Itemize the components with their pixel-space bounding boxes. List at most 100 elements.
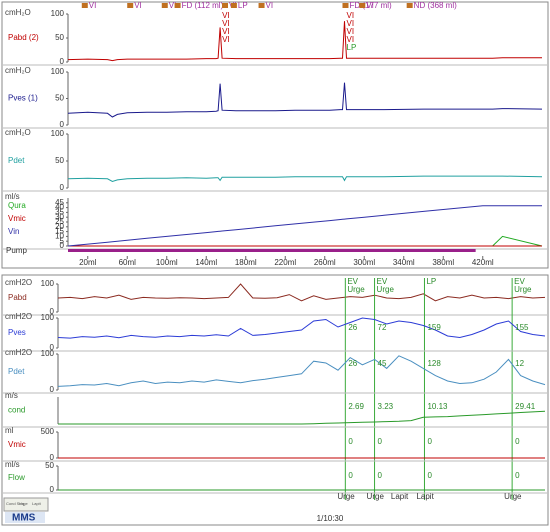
bottom-panel: [1, 274, 549, 526]
series-label: Pdet: [8, 156, 25, 165]
event-label: EV: [347, 277, 358, 286]
trace: [57, 317, 546, 339]
trace: [57, 283, 546, 302]
event-marker: [222, 3, 229, 8]
marker-label: Urge: [504, 492, 522, 501]
y-tick-label: 0: [50, 485, 55, 494]
trace-note: VI: [222, 35, 230, 44]
y-tick-label: 500: [41, 427, 55, 436]
y-tick-label: 0: [60, 57, 65, 66]
trace-note: VI: [222, 27, 230, 36]
value-annotation: 72: [378, 323, 387, 332]
event-label: EV: [514, 277, 525, 286]
trace-note: VI: [222, 11, 230, 20]
value-annotation: 2.69: [348, 402, 364, 411]
value-annotation: 10.13: [427, 402, 448, 411]
event-label: ND (368 ml): [414, 1, 457, 10]
trace: [67, 175, 543, 183]
y-tick-label: 100: [41, 313, 55, 322]
x-tick-label: 300ml: [353, 258, 375, 267]
event-label: VI: [134, 1, 142, 10]
y-tick-label: 100: [41, 349, 55, 358]
event-marker: [174, 3, 181, 8]
event-marker: [258, 3, 265, 8]
series-label: Pdet: [8, 367, 25, 376]
value-annotation: 0: [515, 471, 520, 480]
trace-note: VI: [347, 19, 355, 28]
y-tick-label: 0: [50, 385, 55, 394]
y-tick-label: 10: [55, 232, 64, 241]
legend-box: [3, 497, 49, 512]
value-annotation: 26: [348, 359, 357, 368]
y-tick-label: 0: [50, 307, 55, 316]
event-label: LP: [238, 1, 248, 10]
trace-note: VI: [347, 11, 355, 20]
value-annotation: 12: [515, 359, 524, 368]
value-annotation: 0: [427, 471, 432, 480]
top-panel: [1, 1, 549, 269]
x-tick-label: 220ml: [274, 258, 296, 267]
trace: [67, 21, 542, 62]
x-tick-label: 20ml: [79, 258, 97, 267]
event-marker: [161, 3, 168, 8]
y-tick-label: 100: [41, 279, 55, 288]
y-tick-label: 0: [60, 183, 65, 192]
event-marker: [230, 3, 237, 8]
event-label: Urge: [377, 285, 395, 294]
trace-note: VI: [347, 27, 355, 36]
value-annotation: 0: [348, 471, 353, 480]
y-tick-label: 25: [55, 217, 64, 226]
y-tick-label: 100: [51, 67, 65, 76]
value-annotation: 0: [427, 437, 432, 446]
series-label: Vin: [8, 227, 19, 236]
y-tick-label: 5: [60, 236, 65, 245]
y-tick-label: 0: [50, 453, 55, 462]
legend-item: Urge: [19, 501, 28, 506]
value-annotation: 26: [348, 323, 357, 332]
pump-label: Pump: [6, 246, 27, 255]
event-marker: [359, 3, 366, 8]
unit-label: cmH₂O: [5, 8, 31, 17]
trace: [67, 82, 543, 118]
y-tick-label: 0: [60, 120, 65, 129]
y-tick-label: 100: [51, 129, 65, 138]
unit-label: cmH2O: [5, 278, 32, 287]
unit-label: cmH₂O: [5, 66, 31, 75]
y-tick-label: 50: [55, 156, 64, 165]
trace-note: VI: [347, 35, 355, 44]
trace-note: LP: [347, 43, 357, 52]
trace: [57, 355, 546, 387]
series-label: Pabd (2): [8, 33, 39, 42]
value-annotation: 0: [348, 437, 353, 446]
unit-label: ml: [5, 426, 14, 435]
value-annotation: 155: [515, 323, 529, 332]
x-tick-label: 260ml: [314, 258, 336, 267]
series-label: Vmic: [8, 440, 26, 449]
event-label: FD (177 ml): [349, 1, 392, 10]
logo-box: [5, 512, 45, 523]
value-annotation: 29.41: [515, 402, 536, 411]
x-tick-label: 180ml: [235, 258, 257, 267]
y-tick-label: 50: [55, 94, 64, 103]
marker-label: Lapit: [391, 492, 409, 501]
value-annotation: 0: [515, 437, 520, 446]
series-label: Vmic: [8, 214, 26, 223]
x-tick-label: 380ml: [432, 258, 454, 267]
y-tick-label: 35: [55, 208, 64, 217]
series-label: cond: [8, 406, 25, 415]
trace: [58, 410, 546, 425]
trace-note: VI: [222, 19, 230, 28]
y-tick-label: 50: [55, 33, 64, 42]
y-tick-label: 100: [51, 9, 65, 18]
unit-label: cmH2O: [5, 348, 32, 357]
value-annotation: 128: [427, 359, 441, 368]
marker-label: Urge: [367, 492, 385, 501]
unit-label: ml/s: [5, 192, 20, 201]
series-label: Flow: [8, 473, 25, 482]
x-tick-label: 420ml: [472, 258, 494, 267]
y-tick-label: 30: [55, 212, 64, 221]
y-tick-label: 0: [50, 343, 55, 352]
trace: [67, 205, 542, 247]
event-marker: [127, 3, 134, 8]
